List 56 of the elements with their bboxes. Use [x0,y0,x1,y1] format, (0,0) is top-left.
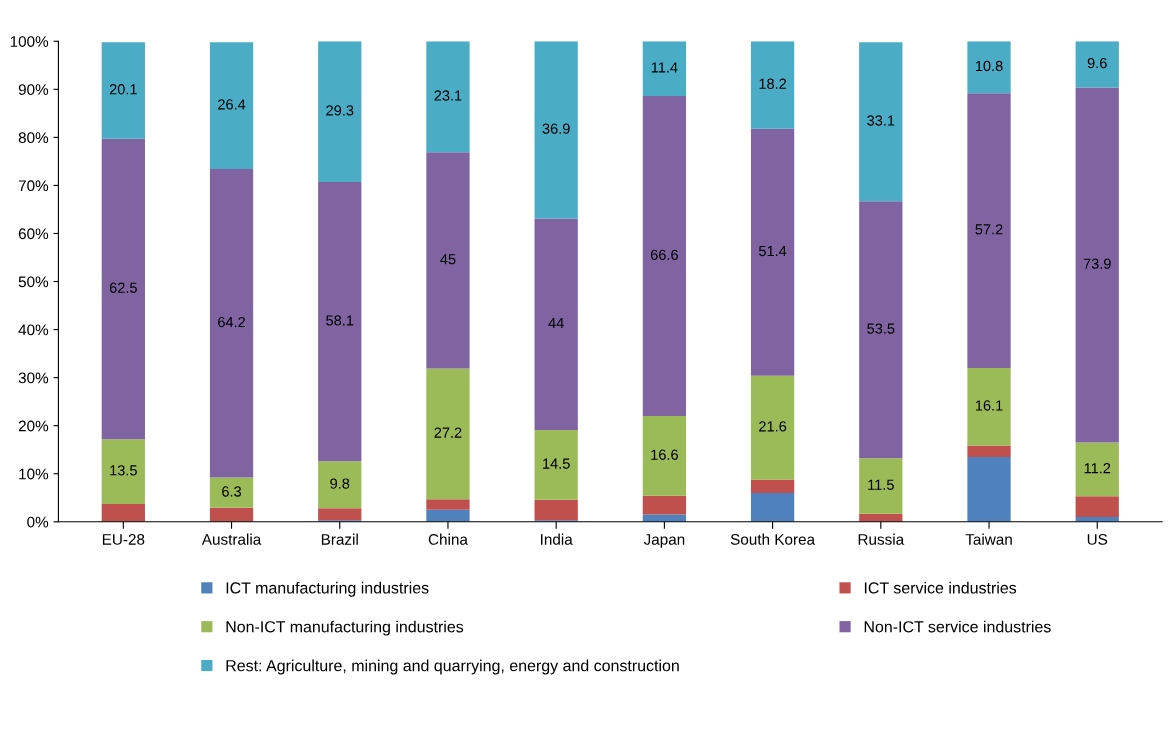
y-tick-label: 70% [18,180,49,192]
y-tick-label: 50% [18,276,49,288]
y-tick-label: 30% [18,372,49,384]
data-label: 6.3 [222,486,242,497]
data-label: 11.5 [868,479,894,490]
x-tick-label: Japan [643,534,685,548]
data-label: 64.2 [218,316,245,328]
data-label: 23.1 [434,90,462,101]
data-label: 16.6 [651,449,678,460]
legend-label: ICT service industries [864,581,1017,594]
x-tick-label: India [541,533,573,545]
legend-label: Non-ICT service industries [864,620,1051,633]
data-label: 21.6 [759,421,787,432]
data-label: 27.2 [434,427,462,438]
y-tick-label: 10% [19,468,49,480]
y-tick-label: 80% [18,132,49,144]
y-tick-label: 0% [27,516,49,528]
y-tick-label: 40% [18,324,49,336]
data-label: 53.5 [867,323,895,334]
legend-label: Rest: Agriculture, mining and quarrying, energy and construction [226,659,679,675]
legend-label: Non-ICT manufacturing industries [226,620,464,636]
x-tick-label: EU-28 [102,534,145,545]
data-label: 57.2 [975,224,1003,235]
y-tick-label: 60% [18,228,49,240]
data-label: 66.6 [650,249,678,260]
x-tick-label: South Korea [730,533,816,545]
x-tick-label: US [1087,534,1108,545]
x-tick-label: Russia [858,533,905,545]
data-label: 29.3 [326,105,354,116]
data-label: 62.5 [109,282,137,293]
y-tick-label: 100% [10,36,49,47]
x-tick-label: Brazil [321,533,358,545]
data-label: 51.4 [758,245,787,257]
y-tick-label: 20% [18,420,49,432]
data-label: 11.4 [651,62,678,73]
data-label: 20.1 [109,84,137,95]
x-tick-label: Taiwan [965,533,1012,545]
data-label: 10.8 [975,60,1003,72]
data-label: 9.6 [1087,57,1107,69]
data-label: 9.8 [330,478,350,489]
x-tick-label: China [428,533,468,545]
data-label: 13.5 [110,465,137,476]
data-label: 45 [440,254,456,265]
data-label: 36.9 [542,123,570,134]
legend-label: ICT manufacturing industries [226,581,429,597]
x-tick-label: Australia [201,533,262,545]
data-label: 11.2 [1084,463,1111,474]
data-label: 58.1 [326,315,354,326]
data-label: 16.1 [975,400,1003,411]
data-label: 18.2 [759,78,787,89]
data-label: 44 [548,318,564,329]
data-label: 73.9 [1083,258,1111,269]
data-label: 14.5 [543,458,570,469]
data-label: 33.1 [867,115,895,126]
data-label: 26.4 [218,99,246,110]
y-tick-label: 90% [18,84,49,96]
